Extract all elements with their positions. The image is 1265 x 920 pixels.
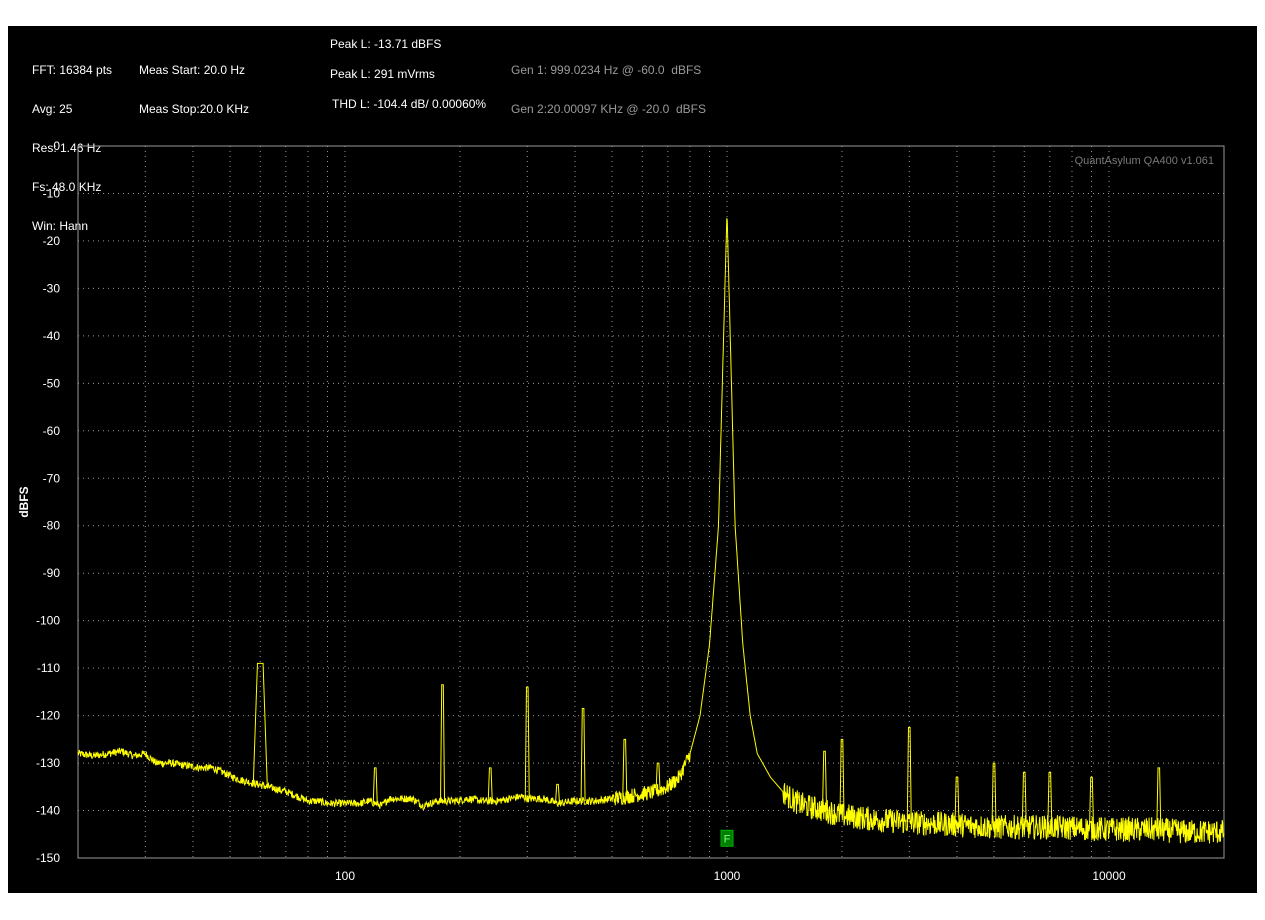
harmonic-spur xyxy=(524,686,530,799)
harmonic-spur xyxy=(372,767,378,804)
y-tick-labels: 0 -10 -20 -30 -40 -50 -60 -70 -80 -90 -100 -110 -120… xyxy=(36,139,60,865)
y-tick-label: 0 xyxy=(53,139,60,153)
harmonic-spur xyxy=(991,762,997,828)
x-tick-label: 100 xyxy=(335,869,355,883)
y-tick-label: -100 xyxy=(36,614,60,628)
y-tick-label: -40 xyxy=(43,329,61,343)
trace-path xyxy=(77,218,1225,844)
spectrum-plot: 0 -10 -20 -30 -40 -50 -60 -70 -80 -90 -100 -110 -120… xyxy=(17,139,1225,883)
y-tick-label: -70 xyxy=(43,471,61,485)
y-tick-label: -140 xyxy=(36,804,60,818)
harmonic-spur xyxy=(1021,772,1027,828)
harmonic-spurs xyxy=(252,662,1162,830)
fundamental-marker: F xyxy=(720,829,734,847)
y-tick-label: -150 xyxy=(36,851,60,865)
marker-box xyxy=(720,829,734,847)
harmonic-spur xyxy=(622,738,628,797)
harmonic-spur xyxy=(1156,767,1162,830)
harmonic-spur xyxy=(655,762,661,791)
x-tick-labels: 100 1000 10000 xyxy=(335,869,1126,883)
gen2-readout: Gen 2:20.00097 KHz @ -20.0 dBFS xyxy=(511,102,706,116)
y-tick-label: -110 xyxy=(37,661,60,675)
peak-vrms: Peak L: 291 mVrms xyxy=(330,67,435,81)
measure-range: Meas Start: 20.0 Hz Meas Stop:20.0 KHz xyxy=(139,38,249,142)
generator-info: Gen 1: 999.0234 Hz @ -60.0 dBFS Gen 2:20… xyxy=(511,38,706,142)
meas-start: Meas Start: 20.0 Hz xyxy=(139,63,246,77)
thd-readout: THD L: -104.4 dB/ 0.00060% xyxy=(332,97,487,111)
fft-size: FFT: 16384 pts xyxy=(32,63,113,77)
harmonic-spur xyxy=(555,783,561,804)
harmonic-spur xyxy=(580,707,586,802)
window-type: Win: Hann xyxy=(32,219,89,233)
harmonic-spur xyxy=(822,750,828,811)
y-tick-label: -30 xyxy=(43,281,61,295)
harmonic-spur xyxy=(440,684,446,802)
y-tick-label: -90 xyxy=(43,566,61,580)
y-axis-label: dBFS xyxy=(17,486,31,517)
x-tick-label: 1000 xyxy=(714,869,741,883)
plot-frame xyxy=(77,145,1225,859)
marker-label: F xyxy=(724,833,731,845)
harmonic-spur xyxy=(252,662,268,785)
spectrum-trace xyxy=(77,218,1225,844)
y-tick-label: -50 xyxy=(43,376,61,390)
y-tick-label: -130 xyxy=(36,756,60,770)
y-tick-label: -20 xyxy=(43,234,61,248)
meas-stop: Meas Stop:20.0 KHz xyxy=(139,102,250,116)
peak-dbfs: Peak L: -13.71 dBFS xyxy=(330,37,442,51)
grid-lines xyxy=(78,146,1224,858)
y-tick-label: -120 xyxy=(36,709,60,723)
sample-rate: Fs: 48.0 KHz xyxy=(32,180,102,194)
fft-info: FFT: 16384 pts Avg: 25 Res: 1.46 Hz Fs: … xyxy=(32,38,112,259)
y-tick-label: -80 xyxy=(43,519,61,533)
x-tick-label: 10000 xyxy=(1092,869,1126,883)
harmonic-spur xyxy=(1089,776,1095,829)
gen1-readout: Gen 1: 999.0234 Hz @ -60.0 dBFS xyxy=(511,63,702,77)
harmonic-spur xyxy=(1047,772,1053,828)
analyzer-window: FFT: 16384 pts Avg: 25 Res: 1.46 Hz Fs: … xyxy=(8,26,1257,893)
harmonic-spur xyxy=(839,738,845,816)
y-tick-label: -60 xyxy=(43,424,61,438)
harmonic-spur xyxy=(487,767,493,802)
watermark: QuantAsylum QA400 v1.061 xyxy=(1075,155,1214,167)
resolution: Res: 1.46 Hz xyxy=(32,141,102,155)
harmonic-spur xyxy=(906,726,912,823)
y-tick-label: -10 xyxy=(43,186,61,200)
harmonic-spur xyxy=(954,776,960,825)
averages: Avg: 25 xyxy=(32,102,73,116)
